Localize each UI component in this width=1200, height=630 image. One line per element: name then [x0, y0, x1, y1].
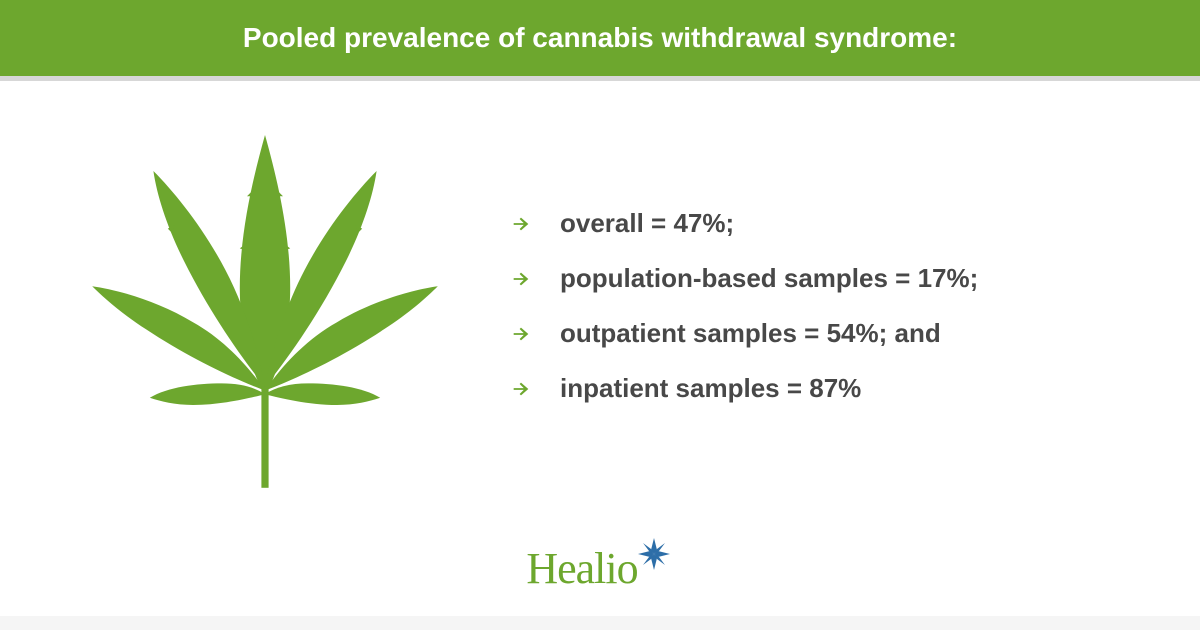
- header-title: Pooled prevalence of cannabis withdrawal…: [243, 22, 957, 53]
- footer: Healio: [0, 521, 1200, 616]
- list-item: inpatient samples = 87%: [510, 373, 1150, 404]
- list-item-text: overall = 47%;: [560, 208, 734, 239]
- list-item-text: inpatient samples = 87%: [560, 373, 861, 404]
- list-item: population-based samples = 17%;: [510, 263, 1150, 294]
- arrow-icon: [510, 212, 546, 236]
- list-item-text: population-based samples = 17%;: [560, 263, 978, 294]
- bullet-list: overall = 47%; population-based samples …: [480, 184, 1150, 428]
- list-item: overall = 47%;: [510, 208, 1150, 239]
- healio-logo: Healio: [526, 543, 673, 594]
- list-item: outpatient samples = 54%; and: [510, 318, 1150, 349]
- arrow-icon: [510, 377, 546, 401]
- arrow-icon: [510, 267, 546, 291]
- content-area: overall = 47%; population-based samples …: [0, 81, 1200, 521]
- arrow-icon: [510, 322, 546, 346]
- header-bar: Pooled prevalence of cannabis withdrawal…: [0, 0, 1200, 76]
- leaf-illustration: [50, 116, 480, 496]
- cannabis-leaf-icon: [85, 116, 445, 496]
- logo-star-icon: [634, 534, 674, 579]
- list-item-text: outpatient samples = 54%; and: [560, 318, 941, 349]
- logo-text: Healio: [526, 543, 637, 594]
